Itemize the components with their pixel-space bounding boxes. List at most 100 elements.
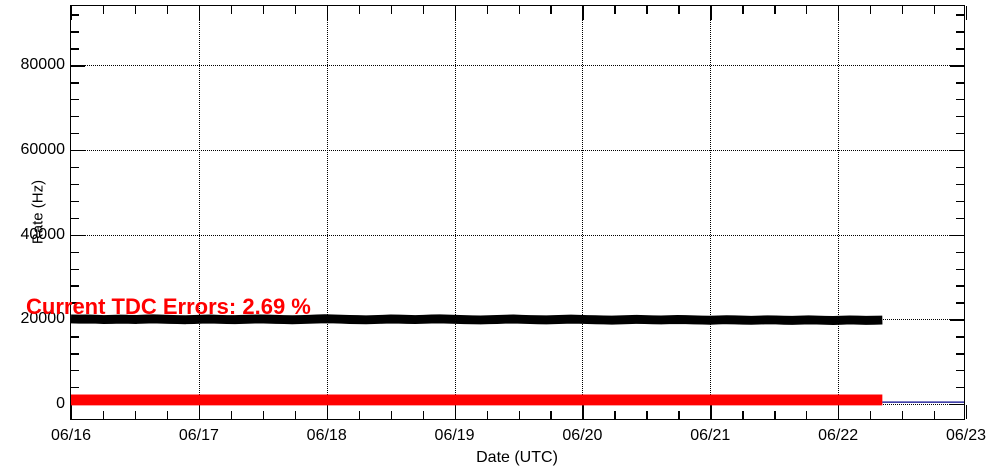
y-axis-tick-minor — [956, 336, 964, 338]
y-axis-tick-major — [950, 65, 964, 67]
x-axis-tick-minor — [422, 6, 424, 14]
y-axis-tick-minor — [956, 183, 964, 186]
x-axis-tick-major — [710, 405, 712, 419]
y-axis-tick-minor — [71, 217, 79, 220]
x-axis-tick-minor — [646, 411, 648, 419]
gridline-vertical — [326, 6, 328, 419]
y-axis-tick-minor — [71, 82, 79, 84]
gridline-horizontal — [71, 149, 964, 151]
series-rate — [70, 314, 883, 325]
y-axis-tick-minor — [71, 31, 79, 33]
y-axis-tick-minor — [71, 268, 79, 270]
x-axis-tick-major — [838, 405, 840, 419]
x-axis-tick-minor — [102, 6, 105, 14]
y-axis-tick-label: 80000 — [20, 56, 66, 74]
x-axis-tick-label: 06/18 — [306, 427, 347, 444]
x-axis-tick-minor — [294, 6, 297, 14]
y-axis-tick-minor — [956, 200, 964, 203]
y-axis-tick-minor — [956, 82, 964, 84]
y-axis-tick-major — [950, 319, 964, 321]
y-axis-tick-minor — [71, 285, 79, 287]
y-axis-tick-minor — [71, 302, 79, 304]
x-axis-tick-minor — [806, 411, 808, 419]
x-axis-title: Date (UTC) — [476, 449, 558, 466]
x-axis-tick-minor — [518, 6, 520, 14]
y-axis-tick-minor — [956, 166, 964, 169]
y-axis-tick-minor — [956, 251, 964, 253]
x-axis-tick-major — [198, 405, 201, 419]
x-axis-tick-minor — [390, 411, 392, 419]
y-axis-tick-minor — [71, 387, 79, 389]
y-axis-tick-major — [71, 234, 85, 236]
y-axis-tick-major — [950, 234, 964, 236]
y-axis-tick-minor — [71, 48, 79, 50]
x-axis-tick-minor — [774, 411, 776, 419]
y-axis-tick-minor — [956, 31, 964, 33]
x-axis-tick-minor — [358, 411, 360, 419]
x-axis-tick-minor — [134, 6, 137, 14]
x-axis-tick-minor — [678, 6, 680, 14]
y-axis-tick-minor — [71, 99, 79, 101]
x-axis-tick-minor — [262, 411, 265, 419]
x-axis-tick-minor — [230, 411, 233, 419]
y-axis-tick-major — [950, 149, 964, 152]
gridline-vertical — [710, 6, 712, 419]
x-axis-tick-minor — [550, 6, 552, 14]
x-axis-tick-label: 06/21 — [690, 427, 731, 444]
y-axis-tick-minor — [71, 166, 79, 169]
x-axis-tick-label: 06/20 — [562, 427, 603, 444]
y-axis-tick-label: 0 — [56, 395, 65, 413]
y-axis-tick-minor — [956, 99, 964, 101]
y-axis-tick-minor — [71, 14, 79, 16]
x-axis-tick-minor — [614, 411, 616, 419]
x-axis-tick-minor — [294, 411, 297, 419]
plot-area: 06/16 06/17 06/18 06/19 06/20 06/21 06/22 06/23… — [21, 5, 986, 444]
y-axis-tick-minor — [71, 116, 79, 118]
y-axis-tick-minor — [956, 370, 964, 372]
y-axis-tick-label: 60000 — [20, 140, 66, 158]
x-axis-tick-major — [838, 6, 840, 20]
gridline-vertical — [838, 6, 840, 419]
y-axis-tick-minor — [71, 251, 79, 253]
y-axis-tick-minor — [71, 336, 79, 338]
y-axis-tick-minor — [956, 302, 964, 304]
y-axis-tick-minor — [71, 133, 79, 135]
y-axis-tick-minor — [71, 200, 79, 203]
x-axis-tick-minor — [518, 411, 520, 419]
x-axis-tick-major — [966, 6, 968, 20]
x-axis-tick-label: 06/17 — [178, 427, 219, 444]
x-axis-tick-major — [582, 6, 584, 20]
y-axis-tick-minor — [71, 183, 79, 186]
x-axis-tick-minor — [742, 411, 744, 419]
y-axis-title: Rate (Hz) — [29, 179, 47, 245]
y-axis-tick-minor — [956, 133, 964, 135]
gridline-vertical — [198, 6, 200, 419]
x-axis-tick-minor — [486, 411, 488, 419]
x-axis-tick-minor — [742, 6, 744, 14]
y-axis-tick-minor — [71, 370, 79, 372]
y-axis-tick-major — [71, 65, 85, 67]
x-axis-tick-minor — [870, 411, 872, 419]
x-axis-tick-major — [582, 405, 584, 419]
tdc-errors-annotation: Current TDC Errors: 2.69 % — [26, 294, 311, 319]
x-axis-tick-minor — [614, 6, 616, 14]
data-series-layer — [70, 314, 964, 406]
x-axis-tick-label: 06/23 — [945, 427, 987, 444]
x-axis-tick-minor — [230, 6, 233, 14]
x-axis-tick-label: 06/16 — [50, 427, 92, 444]
x-axis-tick-minor — [422, 411, 424, 419]
x-axis-tick-major — [326, 6, 328, 20]
x-axis-tick-major — [710, 6, 712, 20]
gridline-horizontal — [71, 65, 964, 67]
x-axis-tick-major — [326, 405, 328, 419]
y-axis-tick-minor — [71, 353, 79, 355]
x-axis-tick-minor — [166, 411, 169, 419]
y-axis-tick-minor — [956, 48, 964, 50]
y-axis-tick-minor — [956, 217, 964, 220]
y-axis-tick-major — [71, 149, 85, 152]
x-axis-tick-major — [966, 405, 968, 419]
gridline-vertical — [454, 6, 456, 419]
x-axis-tick-minor — [902, 6, 904, 14]
x-axis-tick-major — [71, 405, 73, 419]
y-axis-tick-minor — [956, 116, 964, 118]
